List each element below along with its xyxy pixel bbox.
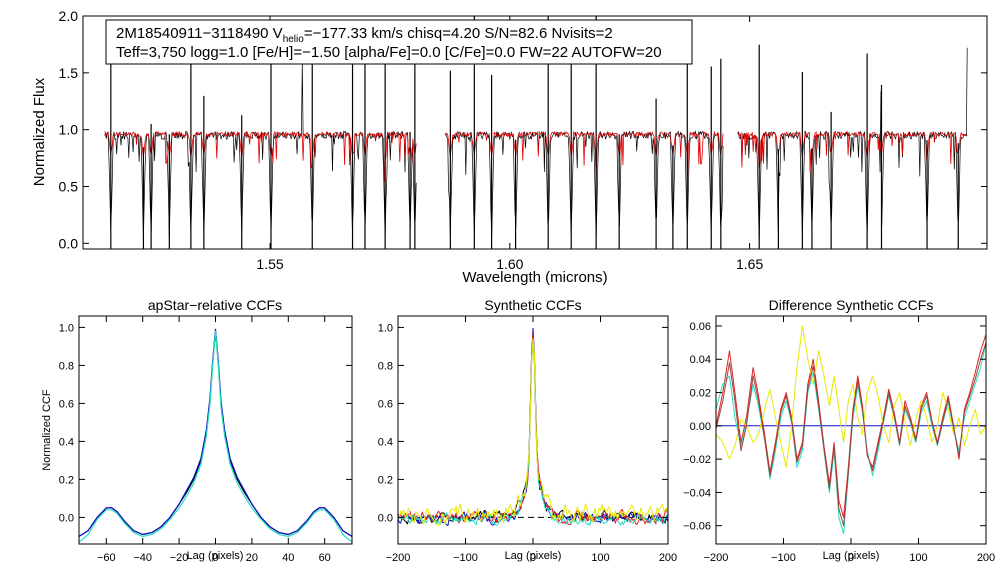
synthetic-ccf-x-tick-label: 200	[659, 552, 677, 564]
spectrum-x-tick-label: 1.55	[256, 256, 283, 272]
apstar-ccf-data	[79, 328, 352, 543]
synthetic-ccf-yellow-line	[398, 338, 668, 526]
synthetic-ccf-black-line	[398, 330, 668, 525]
difference-ccf-ticks: −200 −100 0 100 200 −0.06 −0.04 −0.02 0.00 0.02 0.…	[683, 316, 995, 564]
spectrum-x-tick-label: 1.60	[496, 256, 523, 272]
difference-ccf-y-tick-label: 0.02	[690, 388, 711, 400]
spectrum-title-box	[105, 19, 693, 65]
synthetic-ccf-ticks: −200 −100 0 100 200 0.0 0.2 0.4 0.6 0.8 1.0	[378, 316, 677, 564]
apstar-ccf-y-tick-label: 0.6	[59, 398, 74, 410]
spectrum-model-line	[445, 130, 724, 180]
synthetic-ccf-y-tick-label: 0.0	[378, 512, 393, 524]
synthetic-ccf-data	[398, 327, 668, 527]
spectrum-title-subscript: helio	[283, 34, 305, 45]
synthetic-ccf-y-tick-label: 0.4	[378, 436, 393, 448]
apstar-ccf-x-tick-label: 20	[246, 552, 258, 564]
apstar-ccf-x-tick-label: 0	[212, 552, 218, 564]
difference-ccf-yellow-line	[716, 325, 986, 468]
difference-ccf-x-tick-label: 200	[977, 552, 995, 564]
apstar-ccf-x-tick-label: −20	[170, 552, 189, 564]
spectrum-model-line	[737, 131, 968, 174]
synthetic-ccf-panel: −200 −100 0 100 200 0.0 0.2 0.4 0.6 0.8 1.0 Synthe…	[378, 297, 677, 564]
spectrum-data	[104, 16, 968, 249]
apstar-ccf-y-tick-label: 0.8	[59, 360, 74, 372]
apstar-ccf-visit-2-line	[79, 330, 352, 543]
spectrum-x-tick-label: 1.65	[736, 256, 763, 272]
spectrum-title-suffix: =−177.33 km/s chisq=4.20 S/N=82.6 Nvisit…	[304, 25, 613, 42]
difference-ccf-panel: −200 −100 0 100 200 −0.06 −0.04 −0.02 0.00 0.02 0.…	[683, 297, 995, 564]
apstar-ccf-visit-1-line	[79, 328, 352, 537]
spectrum-model-line	[104, 130, 417, 183]
difference-ccf-y-tick-label: 0.04	[690, 354, 711, 366]
synthetic-ccf-y-tick-label: 0.8	[378, 360, 393, 372]
apstar-ccf-panel: −60 −40 −20 0 20 40 60 0.0 0.2 0.4 0.6 0.8 1.0 apSta…	[41, 297, 353, 564]
difference-ccf-x-tick-label: 100	[909, 552, 927, 564]
difference-ccf-brown-line	[716, 342, 986, 527]
spectrum-y-tick-label: 1.0	[59, 122, 79, 138]
synthetic-ccf-x-tick-label: 100	[591, 552, 609, 564]
spectrum-frame	[82, 15, 988, 250]
apstar-ccf-title: apStar−relative CCFs	[148, 297, 282, 313]
difference-ccf-x-tick-label: 0	[848, 552, 854, 564]
spectrum-y-tick-label: 0.0	[59, 235, 79, 251]
difference-ccf-x-axis-label: Lag (pixels)	[823, 550, 880, 562]
synthetic-ccf-red-line	[398, 332, 668, 526]
apstar-ccf-frame	[78, 315, 353, 545]
synthetic-ccf-y-tick-label: 1.0	[378, 322, 393, 334]
apstar-ccf-x-tick-label: 40	[282, 552, 294, 564]
spectrum-ticks: 1.55 1.60 1.65 0.0 0.5 1.0 1.5 2.0	[59, 8, 987, 272]
difference-ccf-x-tick-label: −100	[771, 552, 796, 564]
synthetic-ccf-x-tick-label: −200	[386, 552, 411, 564]
synthetic-ccf-x-axis-label: Lag (pixels)	[505, 550, 562, 562]
spectrum-x-axis-label: Wavelength (microns)	[462, 269, 607, 286]
apstar-ccf-y-tick-label: 1.0	[59, 322, 74, 334]
spectrum-title-line1: 2M18540911−3118490 Vhelio=−177.33 km/s c…	[116, 25, 613, 45]
apstar-ccf-y-tick-label: 0.4	[59, 436, 74, 448]
synthetic-ccf-x-tick-label: −100	[453, 552, 478, 564]
synthetic-ccf-y-tick-label: 0.2	[378, 474, 393, 486]
difference-ccf-y-tick-label: 0.00	[690, 421, 711, 433]
synthetic-ccf-title: Synthetic CCFs	[484, 297, 581, 313]
spectrum-title-line2: Teff=3,750 logg=1.0 [Fe/H]=−1.50 [alpha/…	[116, 44, 662, 61]
synthetic-ccf-cyan-line	[398, 338, 668, 526]
synthetic-ccf-blue-line	[398, 327, 668, 527]
apstar-ccf-x-axis-label: Lag (pixels)	[187, 550, 244, 562]
difference-ccf-x-tick-label: −200	[704, 552, 729, 564]
synthetic-ccf-x-tick-label: 0	[530, 552, 536, 564]
spectrum-title-prefix: 2M18540911−3118490 V	[116, 25, 283, 42]
spectrum-observed-line	[737, 47, 968, 241]
spectrum-panel: 1.55 1.60 1.65 0.0 0.5 1.0 1.5 2.0 2M18540911−3…	[31, 8, 988, 286]
spectrum-y-tick-label: 0.5	[59, 179, 79, 195]
spectrum-y-tick-label: 2.0	[59, 8, 79, 24]
synthetic-ccf-y-tick-label: 0.6	[378, 398, 393, 410]
apstar-ccf-y-tick-label: 0.0	[59, 512, 74, 524]
apstar-ccf-x-tick-label: −60	[97, 552, 116, 564]
synthetic-ccf-frame	[397, 315, 669, 545]
spectrum-y-axis-label: Normalized Flux	[31, 77, 48, 186]
difference-ccf-data	[716, 325, 986, 535]
apstar-ccf-x-tick-label: 60	[319, 552, 331, 564]
apstar-ccf-y-tick-label: 0.2	[59, 474, 74, 486]
difference-ccf-y-tick-label: −0.06	[683, 521, 711, 533]
apstar-ccf-ticks: −60 −40 −20 0 20 40 60 0.0 0.2 0.4 0.6 0.8 1.0	[59, 316, 352, 564]
difference-ccf-y-tick-label: −0.02	[683, 454, 711, 466]
difference-ccf-y-tick-label: −0.04	[683, 487, 711, 499]
difference-ccf-y-tick-label: 0.06	[690, 321, 711, 333]
apstar-ccf-y-axis-label: Normalized CCF	[41, 389, 53, 471]
difference-ccf-title: Difference Synthetic CCFs	[769, 297, 934, 313]
apstar-ccf-x-tick-label: −40	[133, 552, 152, 564]
apstar-ccf-combined-line	[79, 330, 352, 537]
spectrum-y-tick-label: 1.5	[59, 65, 79, 81]
